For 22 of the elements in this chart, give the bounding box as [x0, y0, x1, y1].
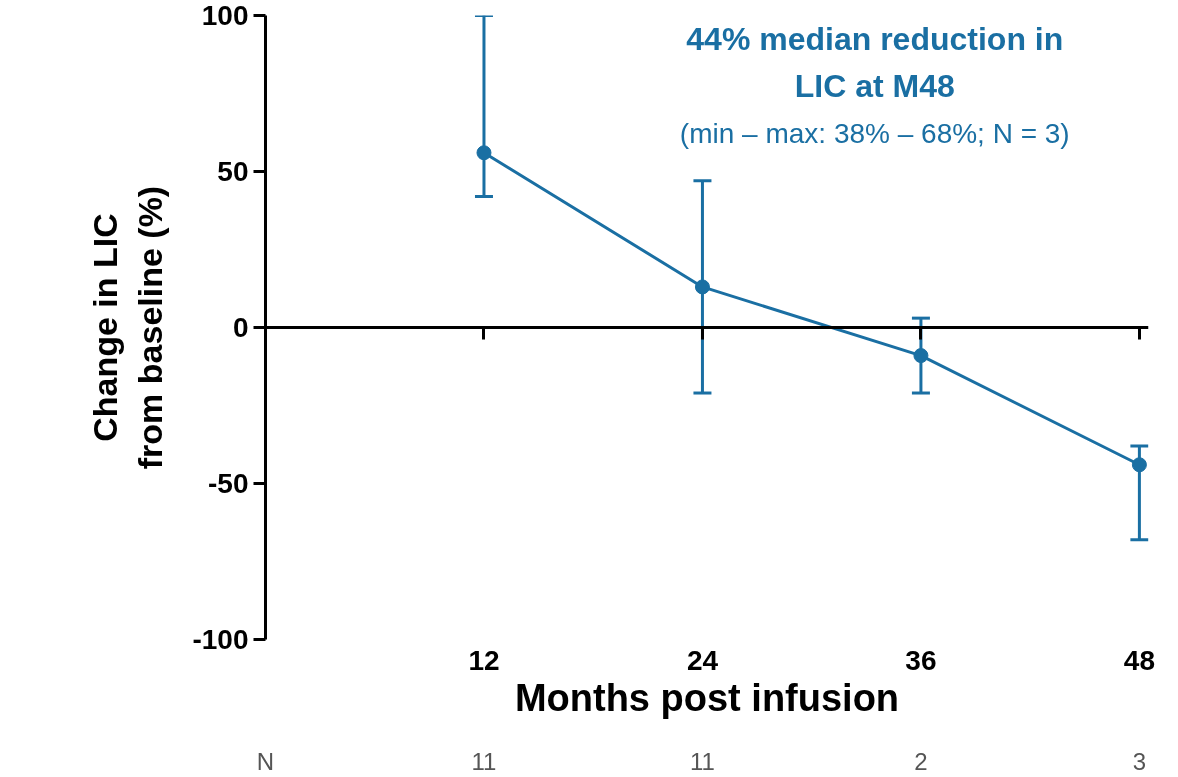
x-tick-label: 36: [905, 644, 937, 676]
point: [1131, 457, 1147, 473]
text: 11: [471, 747, 497, 775]
text: 3: [1132, 747, 1147, 775]
text: 44% median reduction in LIC at M48: [686, 20, 1064, 104]
y-tick-label: 50: [217, 156, 249, 187]
point: [913, 348, 929, 364]
y-tick-label: 0: [232, 312, 249, 343]
y-tick-label: -100: [192, 624, 249, 655]
x-tick-label: 12: [468, 644, 500, 676]
x-axis-title: Months post infusion: [514, 676, 900, 719]
text: 2: [914, 747, 928, 775]
y-axis-title: Change in LIC from baseline (%): [85, 185, 170, 470]
x-tick-label: 24: [686, 644, 719, 676]
y-tick-label: 100: [201, 0, 249, 31]
x-tick-label: 48: [1123, 644, 1155, 676]
point: [476, 145, 492, 161]
text: N: [256, 747, 275, 775]
text: (min – max: 38% – 68%; N = 3): [679, 117, 1070, 149]
point: [694, 279, 710, 295]
text: 11: [689, 747, 715, 775]
y-tick-label: -50: [208, 468, 249, 499]
